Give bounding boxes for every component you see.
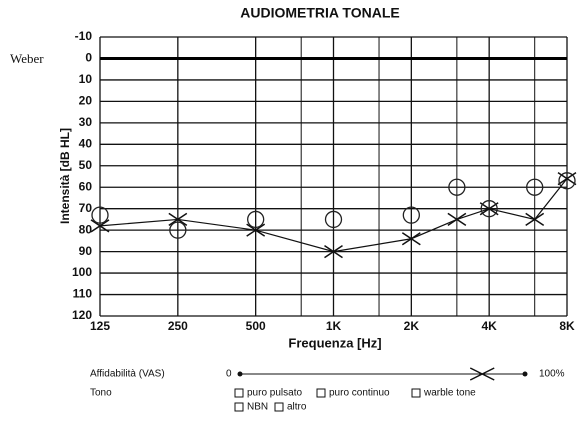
- y-tick-label: 30: [79, 115, 93, 129]
- o-marker: [526, 178, 544, 196]
- tone-option: NBN: [247, 402, 268, 413]
- o-marker: [558, 172, 576, 190]
- vas-end: [522, 371, 528, 377]
- o-marker: [169, 221, 187, 239]
- x-tick-label: 250: [168, 319, 188, 333]
- vas-label: Affidabilità (VAS): [90, 369, 165, 380]
- tone-checkbox: [411, 388, 421, 398]
- tone-option: warble tone: [423, 388, 476, 399]
- y-tick-label: 0: [85, 51, 92, 65]
- x-marker: [479, 202, 499, 216]
- y-tick-label: 90: [79, 244, 93, 258]
- y-tick-label: 50: [79, 158, 93, 172]
- tone-label: Tono: [90, 388, 112, 399]
- x-tick-label: 8K: [559, 319, 575, 333]
- y-tick-label: 120: [72, 308, 92, 322]
- y-tick-label: 110: [73, 287, 93, 301]
- tone-checkbox: [274, 402, 284, 412]
- tone-option: puro pulsato: [247, 388, 302, 399]
- tone-option: altro: [287, 402, 307, 413]
- x-marker: [246, 223, 266, 237]
- x-tick-label: 1K: [326, 319, 342, 333]
- x-marker: [401, 232, 421, 246]
- tone-checkbox: [234, 388, 244, 398]
- vas-max-label: 100%: [539, 369, 565, 380]
- tone-option: puro continuo: [329, 388, 390, 399]
- chart-title: AUDIOMETRIA TONALE: [240, 5, 399, 21]
- x-tick-label: 125: [90, 319, 110, 333]
- vas-end: [237, 371, 243, 377]
- vas-value: [469, 367, 495, 381]
- o-marker: [448, 178, 466, 196]
- weber-label: Weber: [10, 51, 44, 66]
- y-tick-label: 100: [72, 265, 92, 279]
- vas-min-label: 0: [226, 369, 232, 380]
- tone-checkbox: [234, 402, 244, 412]
- x-tick-label: 500: [246, 319, 266, 333]
- o-marker: [91, 206, 109, 224]
- y-tick-label: 10: [79, 72, 93, 86]
- y-tick-label: 80: [79, 222, 93, 236]
- o-marker: [480, 200, 498, 218]
- x-tick-label: 4K: [481, 319, 497, 333]
- o-marker: [324, 210, 343, 229]
- y-tick-label: 20: [79, 94, 93, 108]
- o-marker: [402, 206, 420, 224]
- x-marker: [324, 244, 343, 259]
- x-marker: [447, 212, 467, 227]
- o-marker: [247, 210, 265, 229]
- y-axis-label: Intensità [dB HL]: [58, 128, 72, 224]
- x-marker: [168, 212, 188, 227]
- x-marker: [525, 212, 545, 227]
- x-tick-label: 2K: [404, 319, 420, 333]
- y-tick-label: 70: [79, 201, 93, 215]
- tone-checkbox: [316, 388, 326, 398]
- y-tick-label: 40: [79, 136, 93, 150]
- y-tick-label: 60: [79, 179, 93, 193]
- x-axis-label: Frequenza [Hz]: [288, 335, 381, 350]
- x-marker: [90, 219, 110, 233]
- y-tick-label: -10: [75, 29, 93, 43]
